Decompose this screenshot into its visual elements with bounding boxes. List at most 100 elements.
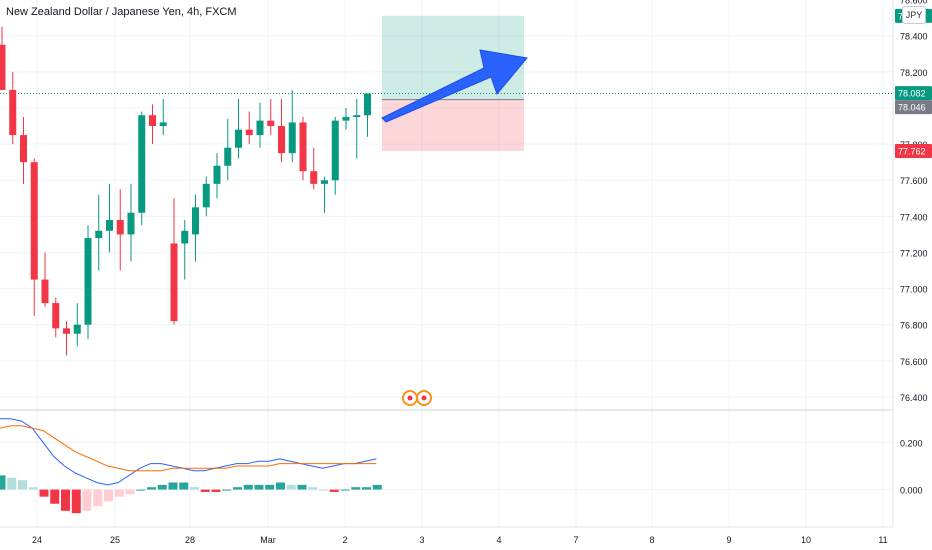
candle-body <box>9 89 17 136</box>
histogram-bar <box>168 482 178 490</box>
candle-body <box>20 135 27 163</box>
histogram-bar <box>93 489 103 507</box>
candlestick-series <box>0 26 371 356</box>
time-tick-label: 8 <box>649 535 654 545</box>
price-badge <box>895 143 932 158</box>
candle-body <box>181 230 189 244</box>
candle-body <box>224 147 232 166</box>
candle-body <box>95 230 103 239</box>
candle-body <box>127 212 135 235</box>
price-badge-label: 77.762 <box>898 146 926 156</box>
grid-lines <box>0 0 893 527</box>
histogram-bar <box>265 484 275 490</box>
histogram-bar <box>329 489 339 492</box>
candle-body <box>159 122 167 127</box>
candle-body <box>321 180 328 184</box>
candle-body <box>63 328 70 334</box>
histogram-bar <box>28 487 38 490</box>
histogram-bar <box>0 475 6 490</box>
price-tick-label: 77.000 <box>900 285 928 295</box>
candle-body <box>41 279 49 304</box>
price-tick-label: 76.600 <box>900 357 928 367</box>
histogram-bar <box>114 489 124 497</box>
candle-body <box>256 120 264 136</box>
candle-body <box>52 303 60 329</box>
price-tick-label: 77.600 <box>900 176 928 186</box>
arrow-shape <box>381 49 528 123</box>
histogram-bar <box>276 482 285 490</box>
histogram-bar <box>340 489 350 491</box>
histogram-bar <box>39 489 49 497</box>
histogram-bar <box>50 489 60 504</box>
eyes-logo-icon <box>402 390 432 406</box>
candle-body <box>192 207 199 235</box>
candle-body <box>267 120 275 127</box>
histogram-bar <box>351 487 361 490</box>
price-badge-label: 78.082 <box>898 89 926 99</box>
chart-title: New Zealand Dollar / Japanese Yen, 4h, F… <box>6 6 237 18</box>
candle-body <box>202 183 210 208</box>
histogram-bar <box>286 484 296 490</box>
price-tick-label: 76.800 <box>900 321 928 331</box>
histogram-bar <box>125 489 135 495</box>
price-tick-label: 78.200 <box>900 68 928 78</box>
time-tick-label: Mar <box>260 535 276 545</box>
price-tick-label: 77.400 <box>900 212 928 222</box>
price-badge <box>895 86 932 101</box>
histogram-bar <box>297 484 307 490</box>
histogram-bar <box>190 487 199 490</box>
histogram-bar <box>211 489 221 492</box>
candle-body <box>299 122 307 172</box>
histogram-bar <box>82 489 92 511</box>
histogram-bar <box>308 487 318 490</box>
candle-body <box>213 165 221 184</box>
histogram-bar <box>200 489 210 492</box>
histogram-bar <box>157 484 167 490</box>
histogram-bar <box>136 489 146 491</box>
price-tick-label: 77.200 <box>900 248 928 258</box>
indicator-tick-label: 0.200 <box>900 438 923 448</box>
time-tick-label: 25 <box>110 535 120 545</box>
time-tick-label: 11 <box>878 535 887 545</box>
histogram-bar <box>372 484 382 490</box>
price-tick-label: 78.400 <box>900 32 928 42</box>
histogram-bar <box>18 480 27 490</box>
candle-body <box>84 238 92 325</box>
price-tick-label: 78.600 <box>900 0 928 6</box>
candle-body <box>73 324 81 334</box>
histogram-bar <box>319 489 328 491</box>
time-tick-label: 7 <box>573 535 578 545</box>
time-axis[interactable]: 24 25 28 Mar 2 3 4 7 8 9 10 11 <box>0 526 893 545</box>
histogram-bar <box>222 489 232 491</box>
candle-body <box>288 122 296 154</box>
histogram-bar <box>61 489 70 511</box>
histogram-bar <box>362 487 371 490</box>
macd-indicator: 0.200 0.000 <box>0 418 923 514</box>
time-tick-label: 2 <box>342 535 347 545</box>
candle-body <box>331 120 339 181</box>
indicator-tick-label: 0.000 <box>900 486 923 496</box>
candle-body <box>278 126 285 154</box>
time-tick-label: 4 <box>496 535 501 545</box>
price-tick-label: 76.400 <box>900 393 928 403</box>
time-tick-label: 24 <box>32 535 42 545</box>
candle-body <box>149 115 156 127</box>
candle-body <box>138 115 146 213</box>
candle-body <box>235 129 242 148</box>
macd-line <box>0 418 377 486</box>
histogram-bar <box>104 489 113 502</box>
arrow-drawing[interactable] <box>381 49 528 123</box>
currency-button[interactable]: JPY <box>902 6 926 24</box>
histogram-bar <box>7 477 17 490</box>
candle-body <box>353 115 361 118</box>
candle-body <box>116 219 124 235</box>
candle-body <box>0 44 6 90</box>
time-tick-label: 9 <box>726 535 731 545</box>
histogram-bar <box>233 487 242 490</box>
candle-body <box>30 162 38 280</box>
price-badge <box>895 100 932 115</box>
signal-line <box>0 425 377 472</box>
time-tick-label: 3 <box>419 535 424 545</box>
time-tick-label: 28 <box>185 535 195 545</box>
